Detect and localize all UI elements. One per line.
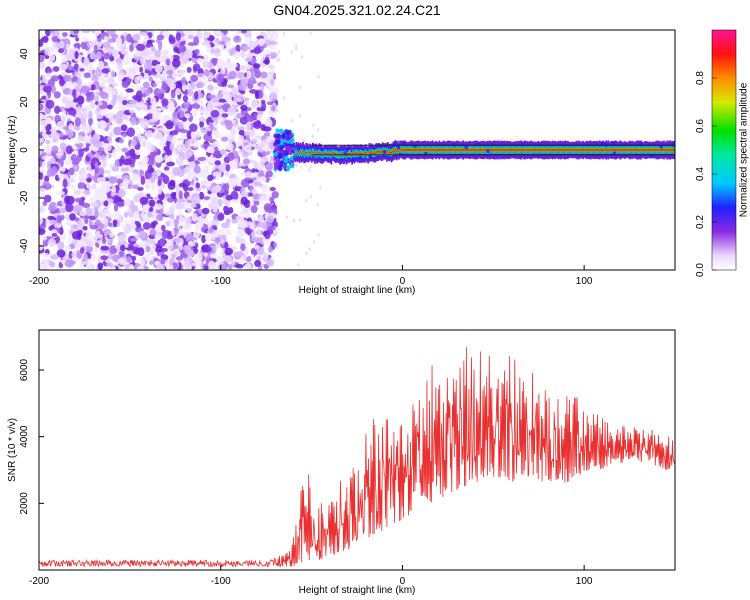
- bottom-x-tick-label: 0: [400, 576, 406, 587]
- colorbar-tick-label: 0.4: [695, 167, 706, 181]
- top-y-ticks: -40 -20 0 20 40: [19, 48, 44, 253]
- bottom-y-tick-label: 2000: [19, 492, 30, 515]
- top-y-tick-label: 0: [19, 147, 30, 153]
- bottom-x-tick-label: -100: [211, 576, 231, 587]
- colorbar: 0.0 0.2 0.4 0.6 0.8 Normalized spectral ampl…: [695, 29, 750, 277]
- colorbar-label: Normalized spectral amplitude: [739, 82, 750, 217]
- colorbar-tick-label: 0.6: [695, 119, 706, 133]
- top-x-ticks: -200 -100 0 100: [29, 265, 593, 287]
- bottom-y-tick-label: 6000: [19, 358, 30, 381]
- colorbar-ticks: 0.0 0.2 0.4 0.6 0.8: [695, 71, 717, 277]
- top-y-tick-label: -40: [19, 238, 30, 253]
- top-y-tick-label: 40: [19, 48, 30, 60]
- top-x-tick-label: -200: [29, 276, 49, 287]
- bottom-x-ticks: -200 -100 0 100: [29, 565, 593, 587]
- snr-series-line: [39, 347, 675, 569]
- colorbar-tick-label: 0.0: [695, 263, 706, 277]
- chart-title: GN04.2025.321.02.24.C21: [273, 2, 441, 18]
- colorbar-tick-label: 0.2: [695, 215, 706, 229]
- top-x-axis-label: Height of straight line (km): [299, 285, 416, 296]
- colorbar-gradient: [711, 29, 737, 271]
- bottom-y-tick-label: 4000: [19, 425, 30, 448]
- top-x-tick-label: -100: [211, 276, 231, 287]
- top-x-tick-label: 0: [400, 276, 406, 287]
- top-x-tick-label: 100: [576, 276, 593, 287]
- heatmap: [39, 30, 675, 270]
- bottom-y-axis-label: SNR (10 * v/v): [7, 418, 18, 482]
- bottom-x-tick-label: 100: [576, 576, 593, 587]
- top-y-tick-label: -20: [19, 190, 30, 205]
- top-y-axis-label: Frequency (Hz): [7, 116, 18, 185]
- top-y-tick-label: 20: [19, 96, 30, 108]
- bottom-x-axis-label: Height of straight line (km): [299, 585, 416, 596]
- bottom-y-ticks: 2000 4000 6000: [19, 358, 44, 514]
- snr-panel: -200 -100 0 100 2000 4000 6000 Height of stra…: [7, 329, 676, 596]
- colorbar-tick-label: 0.8: [695, 71, 706, 85]
- snr-frame: [38, 329, 676, 571]
- bottom-x-tick-label: -200: [29, 576, 49, 587]
